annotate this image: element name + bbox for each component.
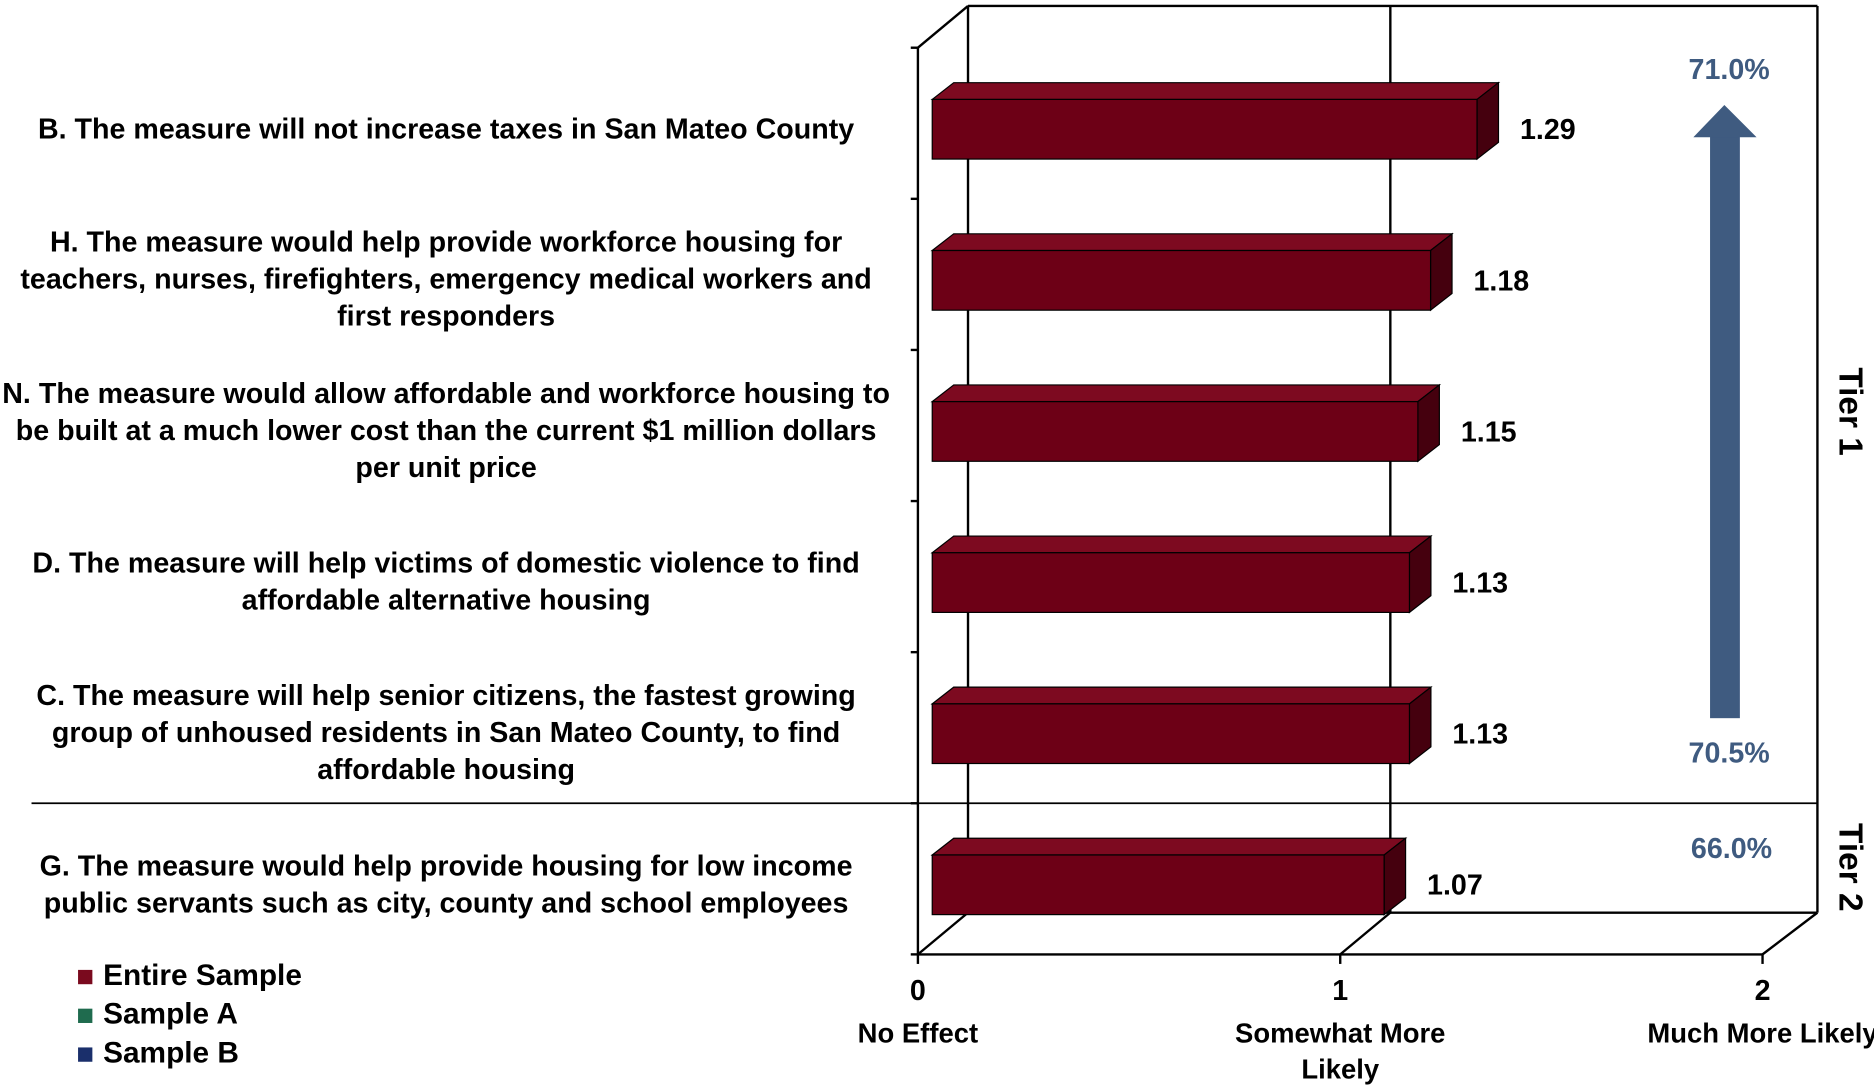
- category-label-box: H. The measure would help provide workfo…: [20, 227, 872, 334]
- category-label: N. The measure would allow affordable an…: [2, 378, 890, 485]
- axis-line: [1761, 911, 1819, 956]
- data-label: 1.15: [1461, 416, 1517, 448]
- annotation: 70.5%: [1689, 738, 1770, 770]
- x-tick-label: 2: [1755, 975, 1771, 1007]
- x-tick-description-box: Somewhat More Likely: [1235, 1017, 1446, 1085]
- data-label: 1.13: [1452, 568, 1508, 600]
- x-tick-label: 1: [1332, 975, 1348, 1007]
- category-label-box: C. The measure will help senior citizens…: [36, 680, 856, 787]
- legend-label: Sample A: [103, 998, 238, 1031]
- tier-label: Tier 1: [1832, 367, 1869, 455]
- tier-label: Tier 2: [1832, 823, 1869, 911]
- bar-top: [930, 686, 1433, 705]
- bar-top: [930, 837, 1408, 856]
- legend-swatch: [78, 969, 93, 985]
- x-tick-description: Somewhat More Likely: [1235, 1017, 1446, 1085]
- category-label: C. The measure will help senior citizens…: [36, 680, 856, 787]
- category-label-box: G. The measure would help provide housin…: [39, 850, 853, 920]
- category-label-box: B. The measure will not increase taxes i…: [37, 113, 855, 146]
- x-tick-description: No Effect: [857, 1017, 979, 1049]
- bar-top: [930, 535, 1433, 554]
- legend-label: Entire Sample: [103, 959, 302, 992]
- category-label: G. The measure would help provide housin…: [39, 850, 853, 920]
- data-label: 1.13: [1452, 719, 1508, 751]
- category-label: B. The measure will not increase taxes i…: [37, 113, 855, 146]
- grid-line: [1339, 911, 1392, 956]
- category-label-box: D. The measure will help victims of dome…: [32, 547, 860, 618]
- data-label: 1.29: [1520, 114, 1576, 146]
- legend-swatch: [78, 1008, 93, 1023]
- arrow-shaft: [1710, 136, 1740, 719]
- x-tick-label: 0: [910, 975, 926, 1007]
- axis-line: [917, 911, 969, 956]
- data-label: 1.18: [1474, 265, 1530, 297]
- bar: [931, 552, 1411, 613]
- axis-line: [917, 5, 969, 49]
- legend-swatch: [78, 1047, 93, 1062]
- annotation: 66.0%: [1691, 833, 1772, 865]
- bar-top: [930, 233, 1454, 252]
- bar-top: [930, 384, 1442, 403]
- bar: [931, 854, 1385, 916]
- annotation: 71.0%: [1689, 54, 1770, 86]
- x-tick-description-box: No Effect: [857, 1017, 979, 1049]
- category-label-box: N. The measure would allow affordable an…: [2, 378, 890, 485]
- category-label: D. The measure will help victims of dome…: [32, 547, 860, 618]
- bar: [931, 98, 1478, 160]
- x-tick-description-box: Much More Likely: [1647, 1017, 1874, 1049]
- category-label: H. The measure would help provide workfo…: [20, 227, 872, 334]
- legend-label: Sample B: [103, 1036, 239, 1069]
- bar-top: [930, 82, 1501, 101]
- bar: [931, 703, 1411, 765]
- bar: [931, 249, 1432, 311]
- arrow-head: [1693, 104, 1757, 138]
- x-tick-description: Much More Likely: [1647, 1017, 1874, 1049]
- data-label: 1.07: [1427, 870, 1483, 902]
- bar: [931, 401, 1419, 462]
